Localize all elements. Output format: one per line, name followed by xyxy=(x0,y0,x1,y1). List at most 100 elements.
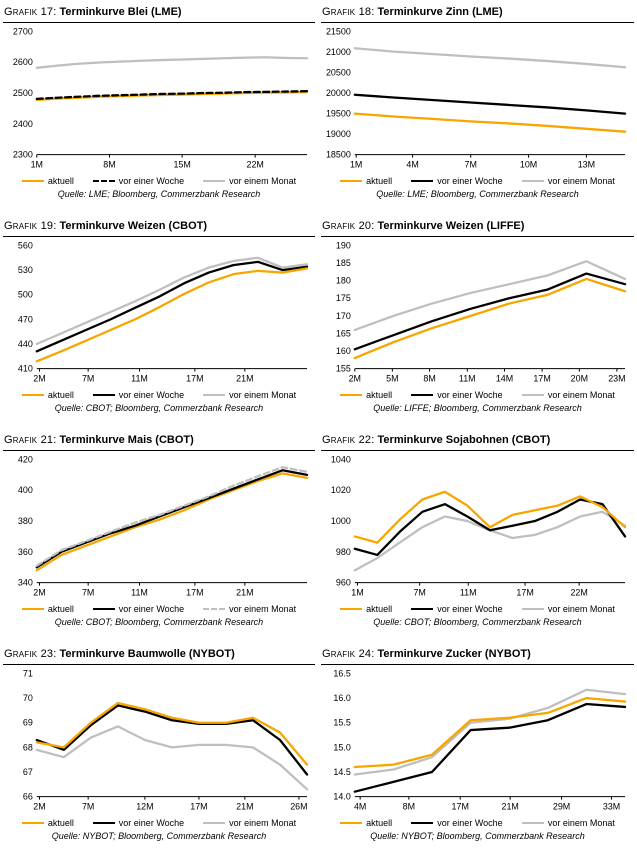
legend-label: vor einem Monat xyxy=(229,818,297,828)
svg-text:16.5: 16.5 xyxy=(333,668,350,678)
svg-text:70: 70 xyxy=(23,693,33,703)
svg-text:71: 71 xyxy=(23,668,33,678)
svg-text:420: 420 xyxy=(18,454,33,464)
legend-item-woche: vor einer Woche xyxy=(411,390,503,400)
monat-line-swatch xyxy=(521,822,544,824)
legend-label: vor einer Woche xyxy=(118,604,185,614)
chart-card-grafik-24: Grafik 24: Terminkurve Zucker (NYBOT) 14… xyxy=(318,642,637,856)
monat-line-swatch xyxy=(203,822,226,824)
legend-item-monat: vor einem Monat xyxy=(521,604,615,614)
legend-item-monat: vor einem Monat xyxy=(521,390,615,400)
chart-title: Grafik 21: Terminkurve Mais (CBOT) xyxy=(3,434,315,451)
svg-text:11M: 11M xyxy=(460,588,477,598)
chart-source: Quelle: NYBOT; Bloomberg, Commerzbank Re… xyxy=(51,831,267,841)
svg-text:21000: 21000 xyxy=(326,47,351,57)
svg-text:4M: 4M xyxy=(354,802,366,812)
line-chart: 18500 19000 19500 20000 20500 21000 21500 1M 4M 7… xyxy=(326,26,627,170)
legend-label: aktuell xyxy=(47,390,74,400)
svg-text:7M: 7M xyxy=(82,588,94,598)
svg-text:1M: 1M xyxy=(31,160,43,170)
svg-text:530: 530 xyxy=(18,265,33,275)
svg-text:7M: 7M xyxy=(413,588,425,598)
svg-text:21M: 21M xyxy=(236,802,253,812)
line-chart: 410 440 470 500 530 560 2M 7M 11M 17M 21M xyxy=(18,240,309,384)
legend-item-aktuell: aktuell xyxy=(340,176,392,186)
legend-item-monat: vor einem Monat xyxy=(203,604,296,614)
svg-text:14M: 14M xyxy=(496,374,513,384)
svg-text:67: 67 xyxy=(23,767,33,777)
chart-title-text: Terminkurve Weizen (CBOT) xyxy=(59,220,208,232)
legend-label: vor einer Woche xyxy=(118,818,185,828)
woche-line-swatch xyxy=(411,608,434,610)
legend-label: vor einer Woche xyxy=(437,390,503,400)
svg-text:190: 190 xyxy=(336,240,351,250)
monat-line-swatch xyxy=(203,608,226,610)
legend-item-aktuell: aktuell xyxy=(21,390,74,400)
monat-line-swatch xyxy=(203,180,226,182)
legend-item-woche: vor einer Woche xyxy=(411,176,503,186)
svg-text:20000: 20000 xyxy=(326,88,351,98)
svg-text:400: 400 xyxy=(18,485,33,495)
svg-text:20M: 20M xyxy=(571,374,588,384)
aktuell-line-swatch xyxy=(21,180,44,182)
monat-line-swatch xyxy=(521,394,544,396)
chart-source: Quelle: LME; Bloomberg, Commerzbank Rese… xyxy=(376,189,579,199)
legend-label: vor einer Woche xyxy=(118,390,185,400)
legend-label: vor einem Monat xyxy=(229,604,297,614)
svg-text:1040: 1040 xyxy=(331,454,351,464)
svg-text:10M: 10M xyxy=(520,160,537,170)
chart-legend: aktuell vor einer Woche vor einem Monat xyxy=(321,176,634,186)
svg-text:4M: 4M xyxy=(406,160,418,170)
chart-title-text: Terminkurve Sojabohnen (CBOT) xyxy=(377,434,551,446)
svg-text:23M: 23M xyxy=(608,374,625,384)
legend-item-monat: vor einem Monat xyxy=(521,818,615,828)
legend-label: vor einem Monat xyxy=(229,390,297,400)
chart-card-grafik-20: Grafik 20: Terminkurve Weizen (LIFFE) 15… xyxy=(318,214,637,428)
svg-text:22M: 22M xyxy=(570,588,587,598)
svg-text:960: 960 xyxy=(336,578,351,588)
chart-card-grafik-19: Grafik 19: Terminkurve Weizen (CBOT) 410… xyxy=(0,214,318,428)
legend-item-woche: vor einer Woche xyxy=(92,818,185,828)
svg-text:66: 66 xyxy=(23,792,33,802)
svg-text:69: 69 xyxy=(23,718,33,728)
svg-text:7M: 7M xyxy=(465,160,477,170)
legend-item-monat: vor einem Monat xyxy=(203,176,296,186)
chart-number-label: Grafik 17: xyxy=(4,6,57,18)
svg-text:14.5: 14.5 xyxy=(333,767,350,777)
svg-text:15.0: 15.0 xyxy=(333,742,350,752)
aktuell-line-swatch xyxy=(21,394,44,396)
legend-item-aktuell: aktuell xyxy=(21,604,74,614)
legend-label: vor einer Woche xyxy=(437,818,503,828)
chart-card-grafik-17: Grafik 17: Terminkurve Blei (LME) 2300 24… xyxy=(0,0,318,214)
svg-text:7M: 7M xyxy=(82,802,94,812)
legend-label: vor einem Monat xyxy=(547,176,615,186)
svg-text:12M: 12M xyxy=(136,802,153,812)
svg-text:8M: 8M xyxy=(403,802,415,812)
woche-line-swatch xyxy=(411,394,434,396)
svg-text:17M: 17M xyxy=(190,802,207,812)
monat-line-swatch xyxy=(521,180,544,182)
chart-title-text: Terminkurve Baumwolle (NYBOT) xyxy=(59,648,235,660)
legend-item-aktuell: aktuell xyxy=(340,818,392,828)
svg-text:185: 185 xyxy=(336,258,351,268)
svg-text:360: 360 xyxy=(18,547,33,557)
svg-text:180: 180 xyxy=(336,276,351,286)
legend-item-woche: vor einer Woche xyxy=(411,818,503,828)
svg-text:1020: 1020 xyxy=(331,485,351,495)
chart-legend: aktuell vor einer Woche vor einem Monat xyxy=(3,604,315,614)
legend-label: vor einer Woche xyxy=(118,176,185,186)
svg-text:165: 165 xyxy=(336,328,351,338)
legend-label: aktuell xyxy=(47,176,74,186)
svg-text:5M: 5M xyxy=(386,374,398,384)
chart-title: Grafik 24: Terminkurve Zucker (NYBOT) xyxy=(321,648,634,665)
svg-text:170: 170 xyxy=(336,311,351,321)
svg-text:26M: 26M xyxy=(290,802,307,812)
woche-line-swatch xyxy=(411,822,434,824)
aktuell-line-swatch xyxy=(340,394,363,396)
chart-legend: aktuell vor einer Woche vor einem Monat xyxy=(321,390,634,400)
svg-text:14.0: 14.0 xyxy=(333,792,350,802)
chart-source: Quelle: LME; Bloomberg, Commerzbank Rese… xyxy=(57,189,261,199)
chart-title: Grafik 19: Terminkurve Weizen (CBOT) xyxy=(3,220,315,237)
line-chart: 340 360 380 400 420 2M 7M 11M 17M 21M xyxy=(18,454,309,598)
line-chart: 66 67 68 69 70 71 2M 7M 12M 17M 21M 26M xyxy=(23,668,309,812)
